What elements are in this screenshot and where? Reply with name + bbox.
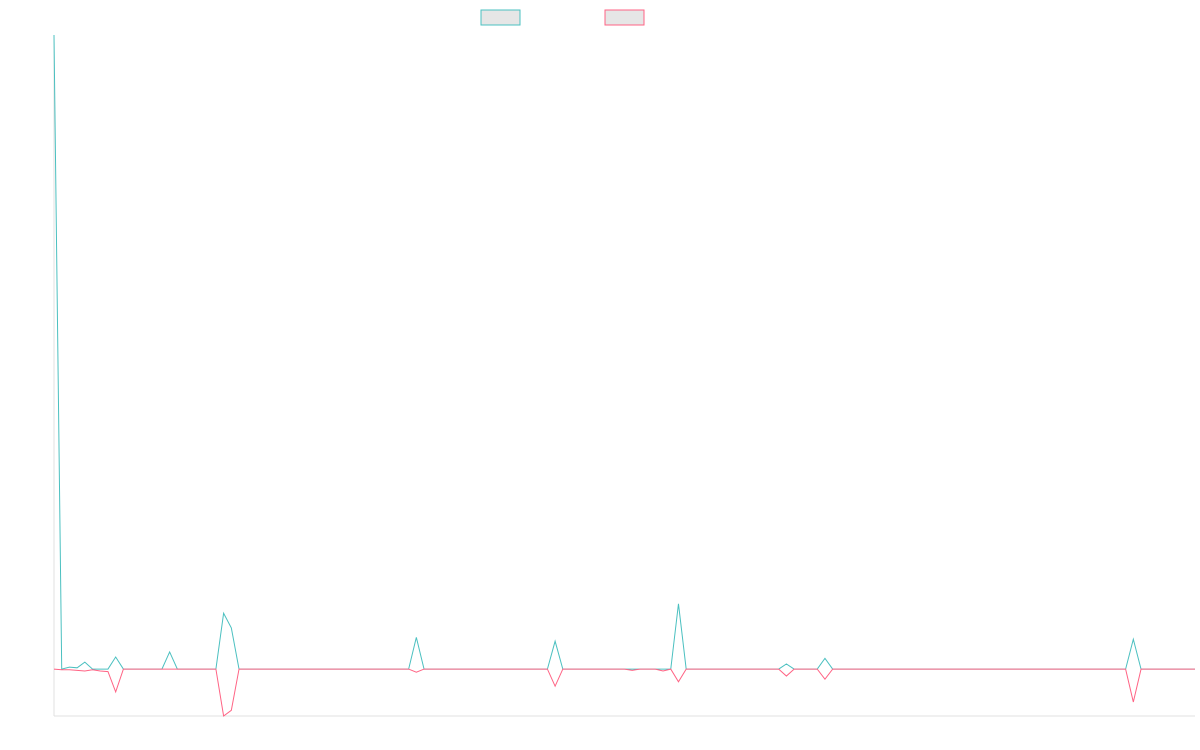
line-series	[53, 34, 1195, 670]
legend-swatch	[604, 9, 645, 26]
legend-swatch	[480, 9, 521, 26]
line-series	[53, 668, 1195, 717]
